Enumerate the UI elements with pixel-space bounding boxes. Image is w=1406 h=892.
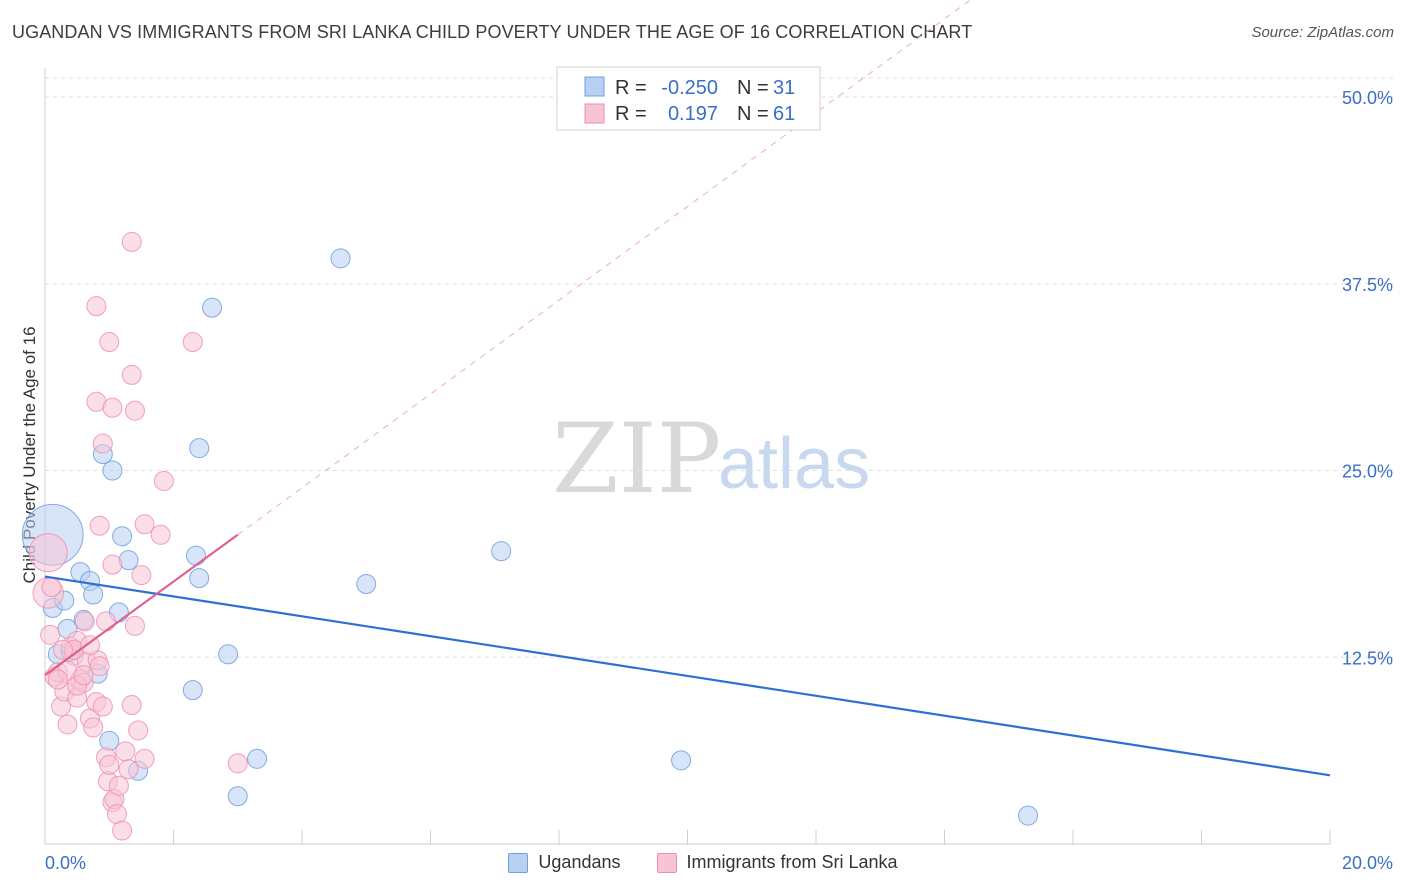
sri-lanka-point-38 [131,565,152,586]
x-tick-label-min: 0.0% [45,853,86,873]
sri-lanka-point-48 [86,296,107,317]
sri-lanka-point-30 [112,820,133,841]
ugandans-point-17 [99,730,120,751]
sri-lanka-point-51 [227,753,248,774]
legend-swatch-ugandans [508,852,529,873]
sri-lanka-point-50 [182,332,203,353]
ugandans-point-14 [112,526,133,547]
sri-lanka-point-36 [89,515,110,536]
ugandans-point-7 [83,584,104,605]
sri-lanka-point-34 [128,720,149,741]
axes [44,68,1331,845]
sri-lanka-point-33 [121,695,142,716]
sri-lanka-point-56 [79,635,100,656]
ugandans-point-26 [330,248,351,269]
sri-lanka-point-49 [121,231,142,252]
sri-lanka-point-32 [118,759,139,780]
stats-n-value-2: 61 [773,103,795,125]
ugandans-point-20 [185,545,206,566]
ugandans-point-18 [189,438,210,459]
stats-r-value-1: -0.250 [661,77,718,99]
ugandans-point-24 [247,748,268,769]
chart-title: UGANDAN VS IMMIGRANTS FROM SRI LANKA CHI… [12,22,973,42]
ugandans-point-28 [491,541,512,562]
series-legend: Ugandans Immigrants from Sri Lanka [0,852,1406,873]
sri-lanka-point-18 [83,717,104,738]
ugandans-point-19 [202,297,223,318]
legend-item-sri-lanka[interactable]: Immigrants from Sri Lanka [656,852,898,873]
sri-lanka-point-25 [99,754,120,775]
watermark: ZIP atlas [552,403,870,515]
sri-lanka-point-22 [92,696,113,717]
ugandans-trend-line [44,575,1331,777]
stats-n-label-2: N = [737,103,769,125]
y-tick-label-0: 12.5% [1342,648,1393,668]
sri-lanka-point-44 [124,400,145,421]
sri-lanka-point-35 [134,748,155,769]
sri-lanka-point-41 [153,470,174,491]
stats-legend: R = -0.250 N = 31 R = 0.197 N = 61 [556,66,821,131]
sri-lanka-point-40 [150,524,171,545]
sri-lanka-point-21 [89,656,110,677]
sri-lanka-point-39 [134,514,155,535]
stats-r-value-2: 0.197 [668,103,718,125]
stats-r-label-1: R = [615,77,647,99]
watermark-atlas: atlas [718,424,870,504]
stats-swatch-pink [584,103,605,124]
x-tick-label-max: 20.0% [1342,853,1393,873]
y-tick-label-2: 37.5% [1342,275,1393,295]
sri-lanka-point-52 [124,615,145,636]
sri-lanka-trend-line [44,533,239,677]
sri-lanka-point-8 [57,714,78,735]
grid [45,77,1395,658]
ugandans-point-21 [189,568,210,589]
sri-lanka-point-47 [99,332,120,353]
ugandans-point-27 [356,574,377,595]
sri-lanka-point-15 [74,611,95,632]
ugandans-point-23 [218,644,239,665]
sri-lanka-point-57 [52,639,73,660]
tick-labels: 12.5% 25.0% 37.5% 50.0% 0.0% 20.0% [45,88,1393,873]
y-tick-label-3: 50.0% [1342,88,1393,108]
ugandans-point-25 [227,786,248,807]
stats-swatch-blue [584,76,605,97]
source-label: Source: ZipAtlas.com [1251,24,1394,41]
sri-lanka-point-31 [115,741,136,762]
sri-lanka-point-60 [73,665,94,686]
sri-lanka-point-29 [108,775,129,796]
sri-lanka-point-37 [102,554,123,575]
legend-swatch-sri-lanka [656,852,677,873]
sri-lanka-point-45 [121,364,142,385]
legend-label-ugandans: Ugandans [538,852,621,872]
stats-r-label-2: R = [615,103,647,125]
sri-lanka-point-43 [102,397,123,418]
ugandans-point-30 [1018,805,1039,826]
stats-n-label-1: N = [737,77,769,99]
sri-lanka-point-0 [28,533,68,573]
sri-lanka-point-46 [92,433,113,454]
sri-lanka-point-59 [47,669,68,690]
data-points [21,231,1039,841]
ugandans-point-29 [671,750,692,771]
legend-item-ugandans[interactable]: Ugandans [508,852,621,873]
watermark-zip: ZIP [552,403,721,515]
ugandans-point-22 [182,680,203,701]
sri-lanka-point-3 [40,624,61,645]
sri-lanka-trend-extension [237,0,972,536]
ugandans-point-13 [102,460,123,481]
trend-lines [44,0,1331,777]
stats-n-value-1: 31 [773,77,795,99]
sri-lanka-point-53 [96,611,117,632]
legend-label-sri-lanka: Immigrants from Sri Lanka [686,852,898,872]
sri-lanka-point-2 [41,577,62,598]
y-tick-label-1: 25.0% [1342,462,1393,482]
